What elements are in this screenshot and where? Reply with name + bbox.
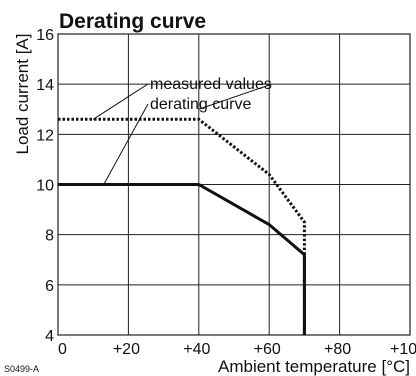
- chart-annotations: measured values derating curve: [92, 76, 273, 185]
- y-tick-label-3: 10: [36, 178, 54, 195]
- annotation-leader-0: [92, 83, 149, 120]
- x-tick-label-0: 0: [58, 341, 67, 358]
- x-tick-label-4: +80: [324, 341, 351, 358]
- series-line-derating-curve: [58, 183, 306, 335]
- y-tick-label-6: 16: [36, 27, 54, 44]
- y-tick-label-1: 6: [45, 278, 54, 295]
- chart-ticks: 4 6 8 10 12 14 16 0 +20 +40 +60 +80 +100: [36, 27, 416, 358]
- y-tick-label-5: 14: [36, 77, 54, 94]
- annotation-leader-extra: [198, 83, 273, 110]
- y-tick-label-2: 8: [45, 228, 54, 245]
- x-tick-label-3: +60: [254, 341, 281, 358]
- annotation-label-1: derating curve: [150, 96, 251, 113]
- annotation-leader-1: [103, 103, 149, 185]
- y-tick-label-0: 4: [45, 328, 54, 345]
- annotation-label-0: measured values: [150, 76, 272, 93]
- series-line-measured-values: [58, 117, 306, 335]
- x-axis-label: Ambient temperature [°C]: [218, 357, 410, 376]
- figure-code: S0499-A: [4, 364, 39, 374]
- x-tick-label-1: +20: [113, 341, 140, 358]
- y-axis-label: Load current [A]: [13, 34, 32, 155]
- x-tick-label-5: +100: [390, 341, 416, 358]
- chart-series: [58, 117, 306, 335]
- x-tick-label-2: +40: [183, 341, 210, 358]
- chart-title: Derating curve: [59, 10, 206, 33]
- y-tick-label-4: 12: [36, 127, 54, 144]
